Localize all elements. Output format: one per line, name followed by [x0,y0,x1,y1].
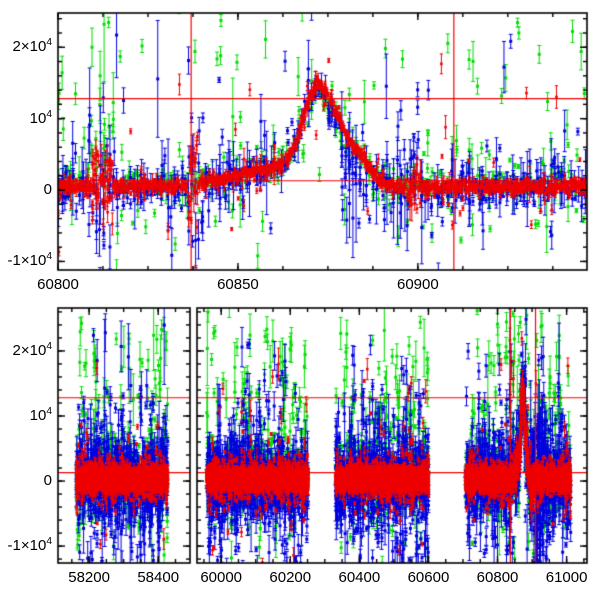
light-curve-figure: 60800 60850 60900 -1×104 0 104 2×104 58200 58400… [0,0,600,600]
light-curve-canvas [0,0,600,600]
